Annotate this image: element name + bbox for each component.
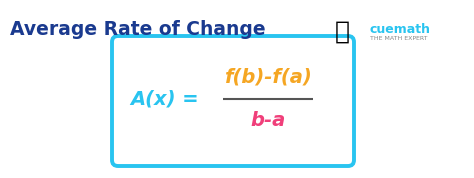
Text: THE MATH EXPERT: THE MATH EXPERT — [370, 36, 428, 41]
Text: b-a: b-a — [250, 111, 286, 130]
Text: f(b)-f(a): f(b)-f(a) — [224, 67, 312, 87]
Text: A(x) =: A(x) = — [130, 90, 205, 109]
Text: Average Rate of Change: Average Rate of Change — [10, 20, 265, 39]
Text: cuemath: cuemath — [370, 23, 431, 36]
FancyBboxPatch shape — [112, 36, 354, 166]
Text: 🚀: 🚀 — [335, 20, 350, 44]
